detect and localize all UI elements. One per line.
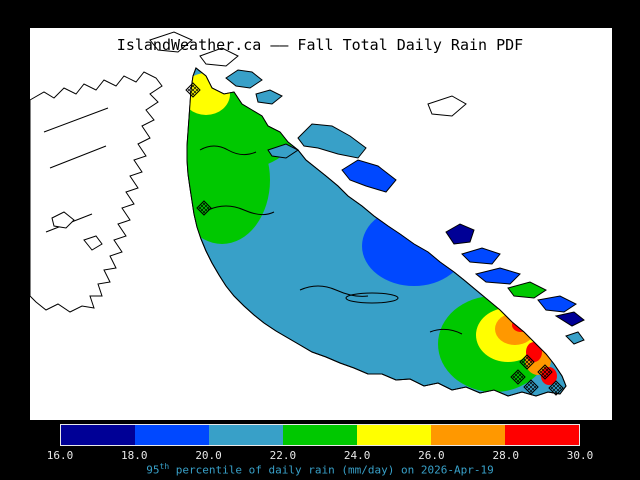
colorbar-tick: 28.0 xyxy=(492,449,519,462)
plot-title: IslandWeather.ca —— Fall Total Daily Rai… xyxy=(116,36,524,54)
colorbar-ticks: 16.0 18.0 20.0 22.0 24.0 26.0 28.0 30.0 xyxy=(47,449,594,462)
colorbar-tick: 16.0 xyxy=(46,449,74,462)
caption-text: percentile of daily rain (mm/day) on 202… xyxy=(169,463,494,477)
islet xyxy=(537,295,577,313)
colorbar-tick: 22.0 xyxy=(269,449,297,462)
colorbar xyxy=(60,424,580,446)
station-marker xyxy=(196,200,212,216)
station-markers xyxy=(185,82,564,396)
station-marker xyxy=(510,369,526,385)
river-line xyxy=(429,328,463,335)
region-west-green xyxy=(187,116,270,244)
colorbar-segment-navy xyxy=(61,425,135,445)
station-marker xyxy=(537,364,553,380)
caption: 95th percentile of daily rain (mm/day) o… xyxy=(0,462,640,477)
islet xyxy=(341,159,397,193)
strait-islet-outline xyxy=(427,95,467,117)
islet xyxy=(445,223,475,245)
station-marker xyxy=(519,354,535,370)
fjord-inlet-line xyxy=(49,145,107,169)
station-marker xyxy=(185,82,201,98)
colorbar-segment-green xyxy=(283,425,357,445)
islet xyxy=(507,281,547,299)
river-line xyxy=(299,285,369,297)
colorbar-tick: 18.0 xyxy=(121,449,148,462)
river-line xyxy=(207,205,275,216)
island-rivers-lakes xyxy=(199,145,463,335)
gulf-islands xyxy=(225,69,585,345)
colorbar-tick: 26.0 xyxy=(418,449,445,462)
colorbar-segment-blue xyxy=(135,425,209,445)
islet xyxy=(554,311,585,327)
river-line xyxy=(199,145,257,156)
colorbar-segment-red xyxy=(505,425,579,445)
islet xyxy=(461,247,501,265)
vancouver-island-outline xyxy=(186,67,567,397)
islet xyxy=(267,143,299,159)
colorbar-segment-teal xyxy=(209,425,283,445)
mainland-landmass xyxy=(29,71,163,313)
station-marker xyxy=(523,379,539,395)
colorbar-tick: 24.0 xyxy=(343,449,371,462)
islet xyxy=(565,331,585,345)
colorbar-tick: 30.0 xyxy=(566,449,594,462)
islet xyxy=(225,69,263,89)
mainland-islet xyxy=(51,211,75,229)
caption-ordinal: th xyxy=(159,462,170,471)
fjord-inlet-line xyxy=(43,107,109,133)
colorbar-segment-orange xyxy=(431,425,505,445)
north-coast-islet xyxy=(149,31,193,53)
colorbar-tick: 20.0 xyxy=(195,449,222,462)
islet xyxy=(297,123,367,159)
islet xyxy=(474,267,521,285)
caption-value: 95 xyxy=(146,463,160,477)
islet xyxy=(255,89,283,105)
colorbar-segment-yellow xyxy=(357,425,431,445)
lake-outline xyxy=(345,292,399,304)
region-coast-red xyxy=(526,342,542,362)
mainland-coast xyxy=(29,31,467,313)
north-coast-islet xyxy=(199,47,239,67)
station-marker xyxy=(548,380,564,396)
mainland-islet xyxy=(83,235,103,251)
